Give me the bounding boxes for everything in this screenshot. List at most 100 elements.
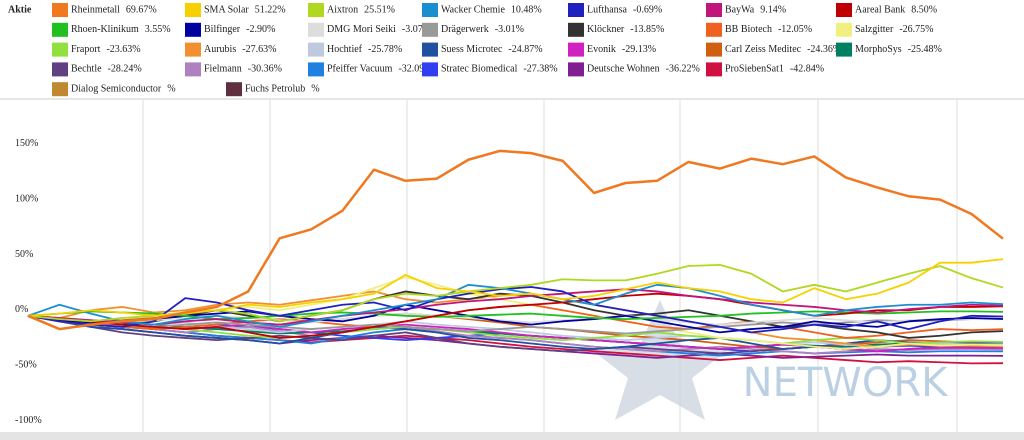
legend-value: 8.50% (911, 4, 937, 15)
legend-value: -28.24% (108, 64, 142, 75)
series-line (27, 283, 1004, 328)
legend-swatch (422, 3, 438, 17)
legend-swatch (422, 62, 438, 77)
y-tick-label: 100% (15, 193, 38, 204)
legend-value: 3.55% (145, 24, 171, 35)
legend-value: 9.14% (760, 4, 786, 15)
legend-swatch (226, 82, 242, 97)
legend-value: -25.48% (908, 44, 942, 55)
legend-value: -29.13% (622, 44, 656, 55)
watermark: NETWORK (743, 360, 949, 406)
legend-value: 25.51% (364, 4, 395, 15)
legend-value: -12.05% (778, 24, 812, 35)
legend-label: ProSiebenSat1 (725, 64, 784, 75)
legend-swatch (706, 22, 722, 37)
legend-swatch (422, 22, 438, 37)
legend-swatch (185, 62, 201, 77)
legend-value: -24.36% (807, 44, 841, 55)
legend-value: % (311, 83, 319, 94)
legend-value: -36.22% (666, 64, 700, 75)
legend-swatch (836, 42, 852, 57)
legend-value: 69.67% (126, 4, 157, 15)
legend-label: Suess Microtec (441, 44, 503, 55)
legend-swatch (185, 42, 201, 57)
series-line (27, 288, 1004, 326)
legend-label: Stratec Biomedical (441, 64, 518, 75)
legend-value: -32.09% (398, 64, 432, 75)
series-line (27, 149, 1004, 331)
legend-swatch (185, 22, 201, 37)
y-tick-label: 150% (15, 138, 38, 149)
legend-label: Rhoen-Klinikum (71, 24, 139, 35)
legend-value: -27.38% (523, 64, 557, 75)
legend-value: 10.48% (511, 4, 542, 15)
series-line (27, 312, 1004, 326)
legend-label: Bechtle (71, 64, 102, 75)
legend-swatch (52, 62, 68, 77)
legend-value: -24.87% (508, 44, 542, 55)
legend-swatch (568, 42, 584, 57)
legend-label: Fuchs Petrolub (245, 83, 305, 94)
series-line (27, 310, 1004, 321)
y-tick-label: -100% (15, 415, 42, 426)
legend-label: Aurubis (204, 44, 236, 55)
legend-label: Drägerwerk (441, 24, 489, 35)
legend-swatch (52, 3, 68, 17)
series-line (27, 314, 1004, 335)
series-line (27, 314, 1004, 345)
legend-label: MorphoSys (855, 44, 902, 55)
legend-swatch (706, 3, 722, 17)
legend-label: Hochtief (327, 44, 363, 55)
legend-value: 51.22% (255, 4, 286, 15)
scrollbar[interactable] (0, 432, 1024, 440)
series-line (27, 292, 1004, 339)
legend-value: -42.84% (790, 64, 824, 75)
legend-swatch (308, 22, 324, 37)
watermark-star (592, 300, 728, 420)
legend-swatch (185, 3, 201, 17)
legend-swatch (568, 22, 584, 37)
legend-label: BB Biotech (725, 24, 772, 35)
legend-swatch (308, 42, 324, 57)
series-line (27, 314, 1004, 348)
legend-label: Lufthansa (587, 4, 628, 15)
legend-value: -27.63% (242, 44, 276, 55)
legend-swatch (706, 62, 722, 77)
legend-label: Evonik (587, 44, 616, 55)
series-line (27, 314, 1004, 355)
legend-value: -0.69% (633, 4, 662, 15)
series-lines (27, 149, 1004, 365)
legend-swatch (52, 82, 68, 97)
legend-label: Wacker Chemie (441, 4, 505, 15)
legend-label: Aareal Bank (855, 4, 905, 15)
legend-value: -23.63% (106, 44, 140, 55)
legend-label: Salzgitter (855, 24, 894, 35)
legend-label: DMG Mori Seiki (327, 24, 396, 35)
y-tick-label: 0% (15, 304, 28, 315)
legend-label: Dialog Semiconductor (71, 83, 162, 94)
legend-value: -3.01% (495, 24, 524, 35)
legend-swatch (568, 62, 584, 77)
legend-swatch (568, 3, 584, 17)
legend-value: -25.78% (368, 44, 402, 55)
legend-swatch (422, 42, 438, 57)
y-tick-label: -50% (15, 359, 37, 370)
legend-label: Aixtron (327, 4, 358, 15)
legend-label: Klöckner (587, 24, 625, 35)
legend-value: % (167, 83, 175, 94)
legend-swatch (836, 3, 852, 17)
legend-label: Carl Zeiss Meditec (725, 44, 802, 55)
legend-label: Rheinmetall (71, 4, 120, 15)
series-line (27, 303, 1004, 334)
legend-title: Aktie (8, 4, 32, 15)
legend-label: SMA Solar (204, 4, 249, 15)
legend-swatch (308, 62, 324, 77)
legend-value: -2.90% (246, 24, 275, 35)
legend-swatch (52, 42, 68, 57)
y-tick-label: 50% (15, 249, 33, 260)
legend-swatch (52, 22, 68, 37)
legend-label: Deutsche Wohnen (587, 64, 660, 75)
legend-value: -26.75% (899, 24, 933, 35)
legend-label: Bilfinger (204, 24, 241, 35)
